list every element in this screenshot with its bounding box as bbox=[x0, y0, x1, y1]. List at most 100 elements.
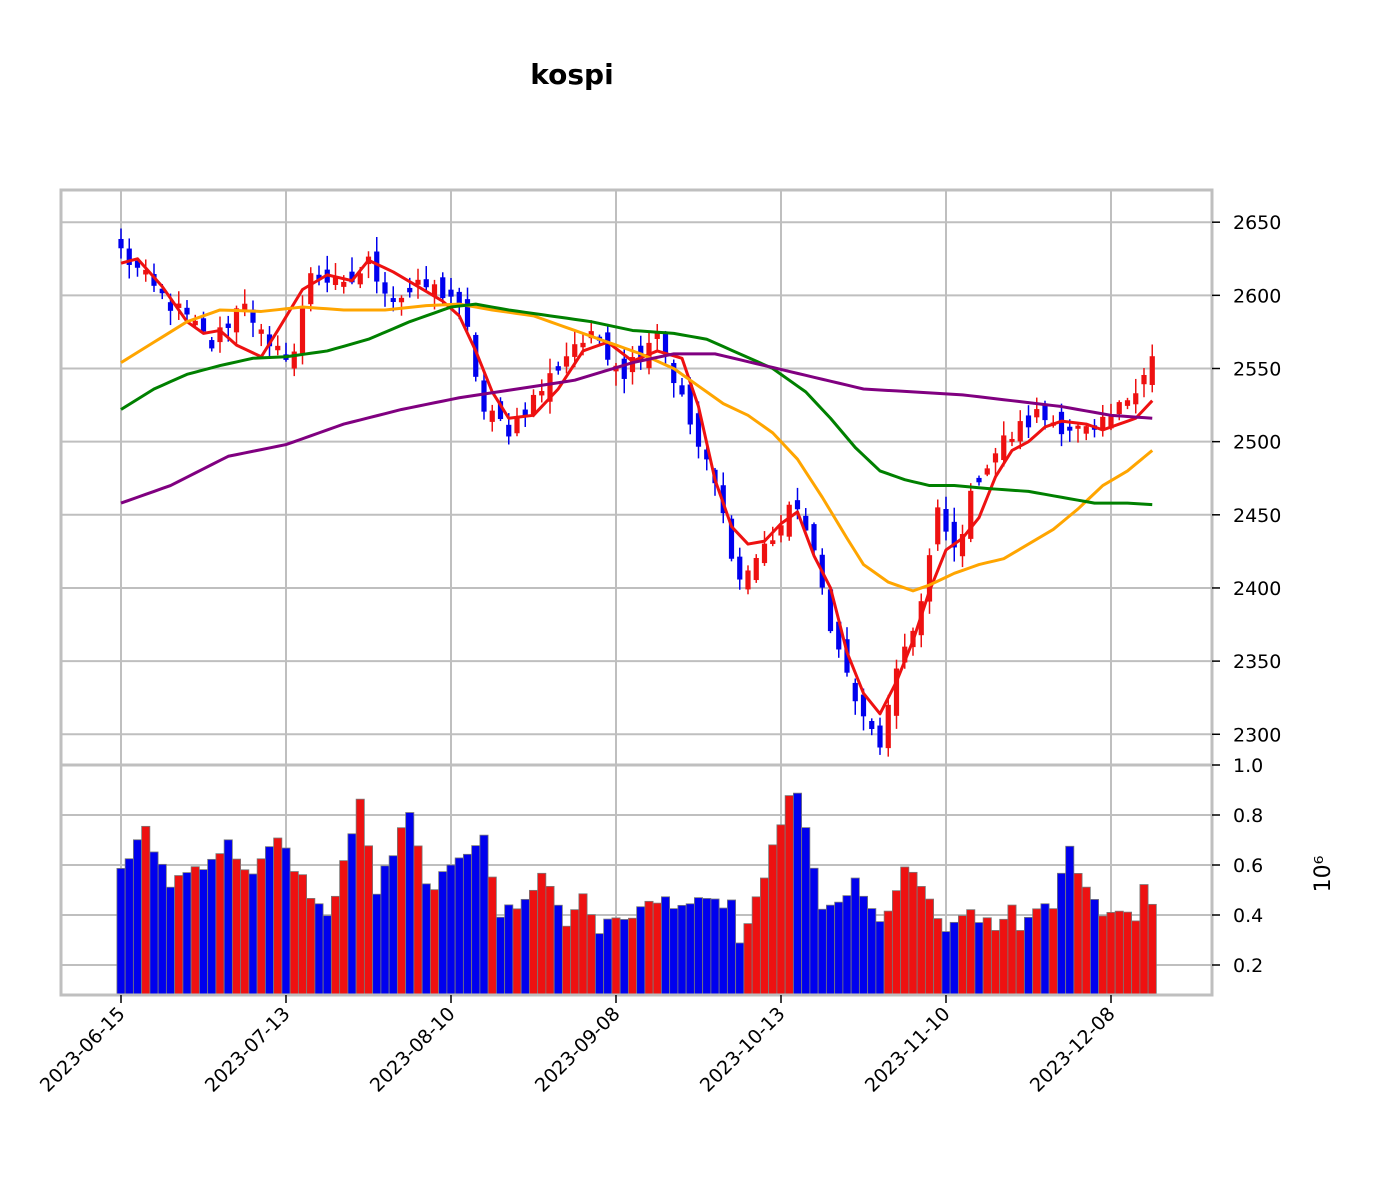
candle-body bbox=[621, 358, 627, 379]
candle-body bbox=[1034, 409, 1040, 418]
volume-tick-label: 0.8 bbox=[1233, 805, 1263, 827]
candle-body bbox=[951, 521, 957, 548]
moving-average-line bbox=[120, 352, 1153, 505]
volume-bar bbox=[867, 908, 877, 996]
volume-bar bbox=[603, 918, 613, 996]
volume-bar bbox=[784, 795, 794, 996]
volume-bar bbox=[661, 896, 671, 996]
volume-bar bbox=[355, 798, 365, 996]
volume-bar bbox=[256, 858, 266, 996]
price-tick-label: 2300 bbox=[1233, 724, 1281, 746]
volume-bar bbox=[141, 825, 151, 996]
candle-body bbox=[382, 282, 388, 294]
date-tick-label: 2023-11-10 bbox=[861, 1003, 955, 1097]
candle-body bbox=[976, 477, 982, 483]
volume-bar bbox=[735, 942, 745, 996]
volume-bar bbox=[611, 917, 621, 996]
volume-bar bbox=[619, 919, 629, 996]
moving-average-line bbox=[120, 257, 1154, 716]
volume-bar bbox=[570, 909, 580, 996]
candle-body bbox=[217, 327, 223, 343]
candle-body bbox=[753, 557, 759, 581]
volume-bar bbox=[471, 845, 481, 996]
candle-body bbox=[431, 284, 438, 297]
candle-body bbox=[860, 694, 867, 717]
volume-bar bbox=[190, 866, 200, 996]
volume-bar bbox=[900, 866, 910, 996]
volume-bar bbox=[958, 915, 968, 996]
candle-body bbox=[728, 518, 735, 559]
candle-body bbox=[176, 303, 182, 308]
candle-body bbox=[786, 504, 792, 537]
volume-bar bbox=[1106, 912, 1116, 996]
volume-bar bbox=[1057, 872, 1067, 996]
volume-bar bbox=[388, 855, 398, 996]
volume-bar bbox=[512, 908, 522, 996]
volume-bar bbox=[413, 845, 423, 996]
volume-bar bbox=[495, 916, 505, 996]
candle-body bbox=[134, 260, 141, 268]
candle-body bbox=[539, 391, 545, 396]
volume-bar bbox=[999, 918, 1009, 996]
candle-body bbox=[555, 366, 561, 371]
candle-body bbox=[357, 273, 363, 285]
volume-bar bbox=[793, 792, 803, 996]
moving-average-lines bbox=[120, 257, 1154, 716]
volume-bar bbox=[1114, 910, 1124, 996]
candle-body bbox=[737, 556, 743, 580]
volume-bar bbox=[1147, 903, 1157, 996]
volume-bar bbox=[685, 903, 695, 996]
volume-bar bbox=[1024, 916, 1034, 996]
candle-body bbox=[984, 468, 990, 475]
volume-bar bbox=[281, 847, 291, 996]
date-tick-label: 2023-07-13 bbox=[201, 1003, 295, 1097]
candle-body bbox=[629, 357, 636, 373]
candle-body bbox=[151, 274, 157, 286]
candle-body bbox=[233, 308, 240, 333]
volume-bar bbox=[421, 883, 431, 996]
candle-body bbox=[250, 309, 256, 323]
candle-body bbox=[514, 416, 520, 434]
candle-body bbox=[126, 248, 132, 265]
candle-body bbox=[275, 345, 281, 351]
candle-body bbox=[209, 340, 215, 349]
volume-bar bbox=[859, 895, 869, 996]
volume-tick-label: 0.2 bbox=[1233, 955, 1263, 977]
volume-exponent-label: 10⁶ bbox=[1311, 855, 1336, 892]
candle-body bbox=[242, 303, 248, 312]
volume-bar bbox=[982, 917, 992, 996]
candle-body bbox=[943, 509, 949, 532]
volume-bar bbox=[429, 889, 439, 996]
volume-bar bbox=[801, 827, 811, 996]
volume-bar bbox=[966, 909, 976, 996]
volume-bar bbox=[289, 871, 299, 996]
volume-bar bbox=[157, 863, 167, 996]
candle-body bbox=[266, 334, 273, 347]
volume-bar bbox=[396, 827, 406, 996]
volume-bar bbox=[223, 839, 233, 996]
candle-body bbox=[968, 490, 974, 539]
candle-body bbox=[687, 384, 693, 425]
volume-bar bbox=[1090, 899, 1100, 996]
candle-body bbox=[299, 305, 306, 355]
volume-bar bbox=[644, 900, 654, 996]
date-tick-label: 2023-08-10 bbox=[366, 1003, 460, 1097]
volume-bar bbox=[768, 844, 778, 996]
volume-tick-label: 0.6 bbox=[1233, 855, 1263, 877]
volume-bar bbox=[1131, 920, 1141, 996]
candle-body bbox=[679, 385, 685, 395]
candle-body bbox=[1017, 421, 1023, 442]
volume-bar bbox=[339, 860, 349, 996]
price-tick-label: 2550 bbox=[1233, 358, 1281, 380]
volume-bar bbox=[1032, 908, 1042, 996]
volume-bar bbox=[347, 833, 357, 996]
candle-body bbox=[803, 515, 809, 531]
candle-body bbox=[159, 288, 165, 294]
candle-body bbox=[1001, 435, 1007, 461]
volume-bar bbox=[405, 812, 415, 996]
volume-bars bbox=[116, 792, 1157, 996]
volume-bar bbox=[1123, 911, 1133, 996]
candle-body bbox=[1116, 402, 1122, 415]
volume-bar bbox=[850, 877, 860, 996]
volume-bar bbox=[462, 853, 472, 996]
